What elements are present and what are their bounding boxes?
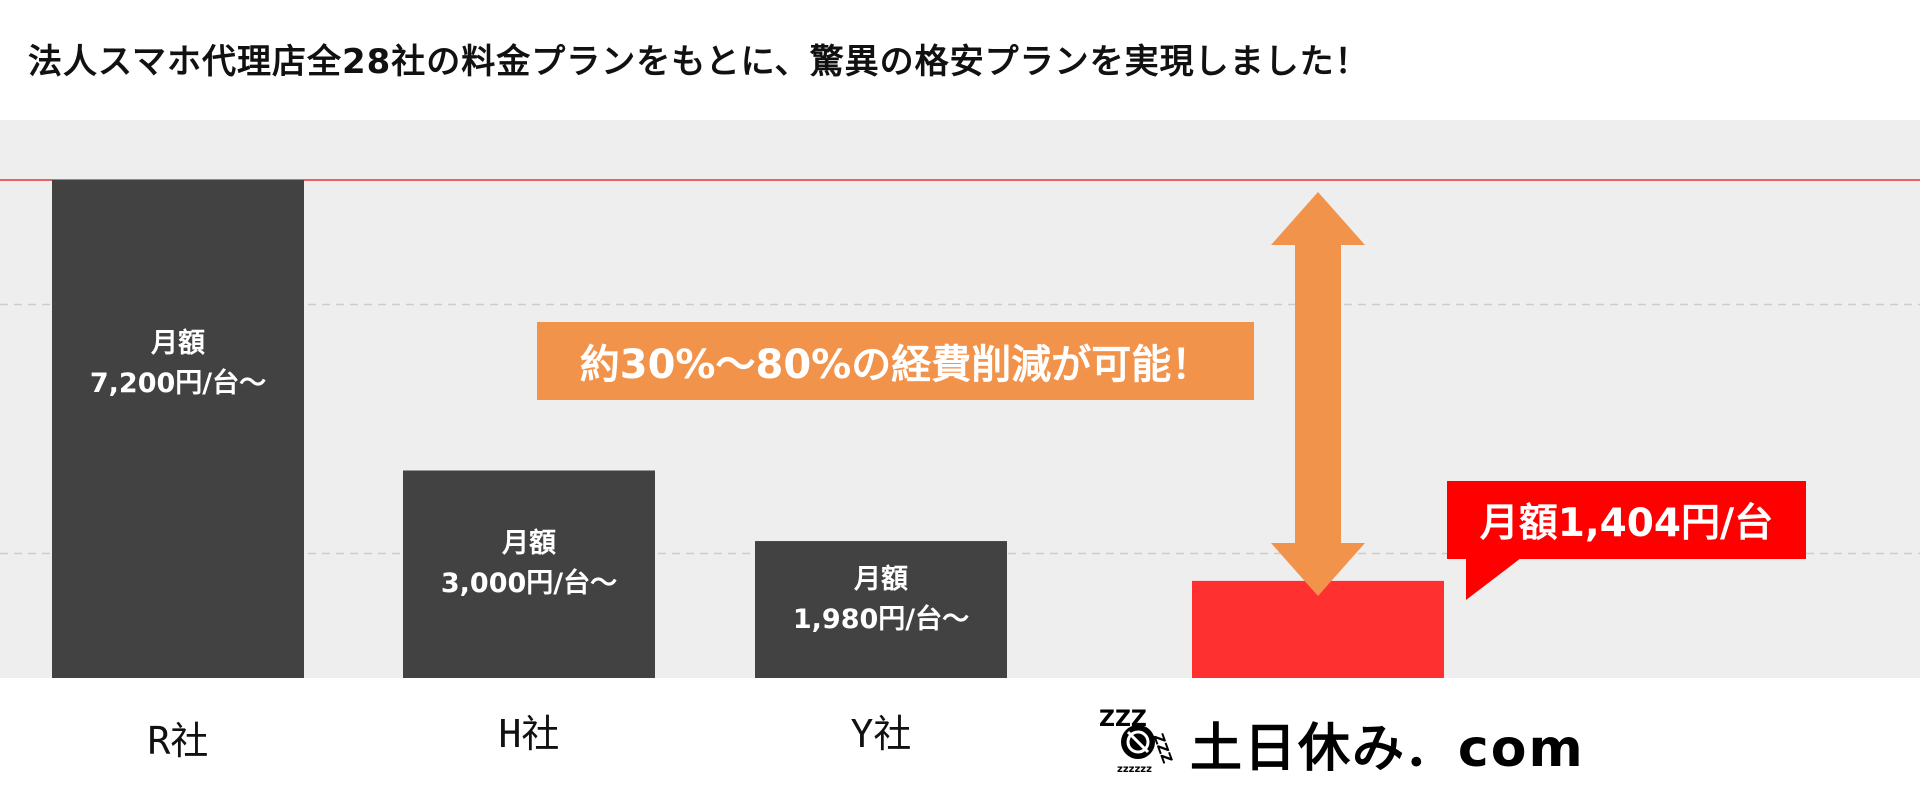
bar-3	[755, 541, 1007, 678]
price-callout-tail	[1466, 558, 1521, 600]
bar-value-text: 1,980円/台～	[792, 603, 970, 635]
bar-value-text: 月額	[502, 528, 556, 560]
category-label: H社	[498, 712, 560, 756]
savings-arrow	[1271, 192, 1365, 596]
bar-1	[52, 180, 304, 678]
bars	[52, 180, 1444, 678]
bar-value-text: 月額	[854, 563, 908, 595]
category-label: Y社	[850, 712, 912, 756]
page-title: 法人スマホ代理店全28社の料金プランをもとに、驚異の格安プランを実現しました！	[28, 42, 1370, 82]
savings-callout-text: 約30%～80%の経費削減が可能！	[579, 342, 1212, 388]
savings-callout: 約30%～80%の経費削減が可能！	[537, 322, 1254, 400]
bar-value-label: 月額 1,980円/台～	[755, 560, 1007, 640]
bar-value-text: 7,200円/台～	[89, 368, 267, 399]
price-callout: 月額1,404円/台	[1447, 481, 1806, 559]
price-callout-text: 月額1,404円/台	[1479, 501, 1774, 546]
sleeping-face-zzz-icon: ZZZ ZZZ zzzzzz	[1099, 707, 1175, 775]
logo-text: 土日休み．com	[1190, 719, 1585, 779]
bar-value-text: 3,000円/台～	[440, 568, 618, 600]
bar-value-label: 月額 3,000円/台～	[403, 524, 655, 604]
double-arrow-icon	[1271, 192, 1365, 596]
category-label: R社	[147, 719, 209, 763]
site-logo: ZZZ ZZZ zzzzzz 土日休み．com	[1095, 696, 1583, 779]
bar-2	[403, 470, 655, 678]
bar-4	[1192, 580, 1444, 678]
bar-value-text: 月額	[151, 328, 205, 359]
svg-text:zzzzzz: zzzzzz	[1117, 764, 1152, 775]
bar-value-label: 月額 7,200円/台～	[52, 324, 304, 404]
